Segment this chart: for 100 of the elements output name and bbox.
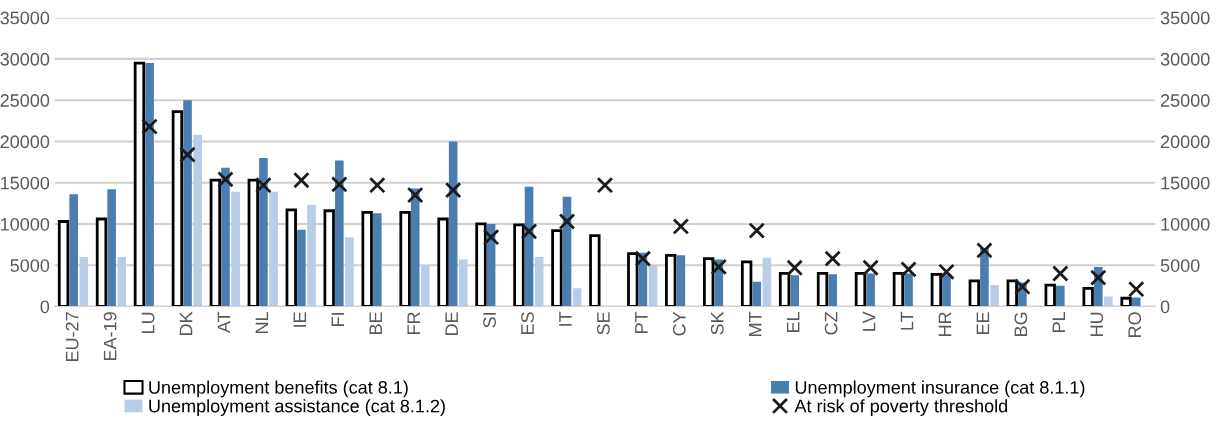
bar <box>551 229 563 307</box>
bar <box>183 100 192 307</box>
x-tick-label: CZ <box>824 311 838 335</box>
bar <box>285 208 297 307</box>
bar <box>297 229 306 307</box>
bar <box>866 273 875 307</box>
x-tick-label: LU <box>141 312 155 333</box>
bar <box>740 260 753 307</box>
bar <box>752 281 762 307</box>
y-tick-label: 35000 <box>0 11 50 25</box>
bar <box>259 157 268 307</box>
x-tick-label: RO <box>1128 312 1142 337</box>
x-tick-label: LV <box>862 311 876 331</box>
bar <box>231 191 240 307</box>
bar <box>1131 297 1141 307</box>
point <box>824 250 841 267</box>
y2-tick-label: 10000 <box>1161 217 1210 231</box>
bar <box>513 223 525 307</box>
bar <box>904 273 913 307</box>
y-tick-label: 30000 <box>0 52 50 66</box>
bar <box>790 275 799 307</box>
bar <box>57 220 70 307</box>
bar <box>930 272 943 307</box>
point <box>634 250 652 267</box>
x-tick-label: AT <box>217 311 231 334</box>
bar <box>399 211 411 307</box>
bar <box>942 274 951 307</box>
point <box>406 186 424 204</box>
bar <box>269 191 278 307</box>
bar <box>1120 296 1132 307</box>
y-tick-label: 15000 <box>1 176 50 190</box>
bar <box>816 272 829 307</box>
x-tick-label: PT <box>635 311 648 333</box>
bar <box>133 61 146 307</box>
x-tick-label: BG <box>1014 312 1028 336</box>
x-tick-label: SE <box>597 312 610 335</box>
point <box>444 181 462 199</box>
bar <box>648 265 658 307</box>
bar <box>361 211 373 307</box>
point <box>1052 265 1069 282</box>
bar <box>345 237 354 307</box>
y-tick-label: 20000 <box>0 135 50 149</box>
bar <box>589 234 601 307</box>
x-tick-label: DE <box>445 312 458 335</box>
y-tick-label: 5000 <box>10 259 50 272</box>
bar <box>534 256 544 307</box>
bar <box>107 189 116 307</box>
legend-label: At risk of poverty threshold <box>794 399 1008 416</box>
x-tick-label: DK <box>179 311 193 335</box>
point <box>976 242 993 259</box>
bar <box>247 178 259 307</box>
point <box>330 176 348 193</box>
point <box>938 263 955 281</box>
bar <box>1082 286 1094 307</box>
bar <box>572 288 582 307</box>
legend-label: Unemployment assistance (cat 8.1.2) <box>149 399 445 416</box>
x-tick-label: FR <box>407 312 420 334</box>
point <box>1089 269 1107 286</box>
bar <box>475 222 487 307</box>
y2-tick-label: 0 <box>1160 300 1170 314</box>
x-tick-label: SK <box>710 311 724 335</box>
bar <box>1056 285 1065 307</box>
y2-tick-label: 15000 <box>1161 176 1210 190</box>
point <box>255 176 272 194</box>
x-tick-label: NL <box>255 311 269 333</box>
bar <box>421 265 430 307</box>
x-tick-label: LT <box>900 311 914 330</box>
bar <box>980 247 989 307</box>
x-tick-label: EU-27 <box>65 312 79 362</box>
point <box>1014 278 1031 296</box>
bar <box>458 259 468 307</box>
bar <box>307 204 316 307</box>
point <box>141 118 158 135</box>
y-tick-label: 25000 <box>0 94 50 107</box>
bar <box>854 272 867 307</box>
x-tick-label: IT <box>559 311 572 326</box>
x-tick-label: HU <box>1090 312 1104 336</box>
y-tick-label: 10000 <box>1 217 50 231</box>
x-tick-label: FI <box>331 313 344 326</box>
bar <box>828 274 837 307</box>
point <box>748 222 766 239</box>
x-tick-label: EE <box>976 312 990 334</box>
bar <box>323 209 335 307</box>
y2-tick-label: 30000 <box>1160 52 1210 66</box>
bar <box>702 257 715 307</box>
y2-tick-label: 5000 <box>1160 259 1200 272</box>
x-tick-label: MT <box>749 311 762 336</box>
point <box>900 261 917 278</box>
y2-tick-label: 35000 <box>1160 11 1210 25</box>
y2-tick-label: 25000 <box>1160 94 1210 107</box>
x-tick-label: SI <box>483 313 496 328</box>
y-tick-label: 0 <box>40 300 50 314</box>
point <box>862 259 879 277</box>
bar <box>410 188 420 307</box>
bar <box>335 160 344 307</box>
x-tick-label: CY <box>672 311 686 336</box>
bar <box>627 252 639 307</box>
point <box>482 228 500 246</box>
point <box>558 213 576 230</box>
bar <box>676 255 686 307</box>
